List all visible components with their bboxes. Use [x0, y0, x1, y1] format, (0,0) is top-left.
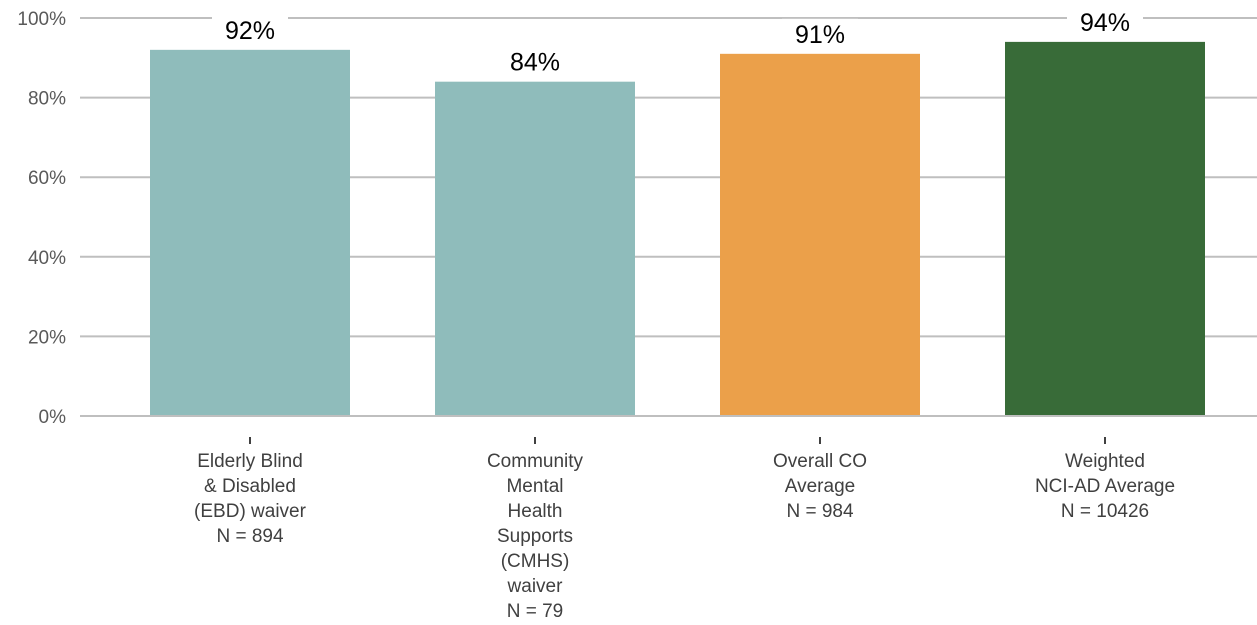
y-tick-label: 40%	[28, 248, 66, 269]
category-label-line: N = 79	[507, 601, 564, 622]
bar	[435, 81, 635, 417]
data-label-background	[1067, 6, 1143, 37]
category-label-line: & Disabled	[204, 476, 296, 497]
category-label-line: Mental	[506, 476, 563, 497]
category-label-line: waiver	[507, 576, 564, 597]
data-label: 84%	[510, 49, 560, 77]
y-tick-label: 80%	[28, 89, 66, 110]
y-axis-tick-labels: 0% 20% 40% 60% 80% 100%	[17, 9, 66, 428]
y-tick-label: 60%	[28, 168, 66, 189]
category-label: Elderly Blind & Disabled (EBD) waiver N = 8…	[194, 451, 307, 547]
category-label-line: Elderly Blind	[197, 451, 303, 472]
category-label-line: Average	[785, 476, 855, 497]
y-tick-label: 100%	[17, 9, 66, 30]
category-label-line: Weighted	[1065, 451, 1145, 472]
category-label-line: Health	[508, 501, 563, 522]
data-label: 92%	[225, 17, 275, 45]
y-tick-label: 20%	[28, 327, 66, 348]
category-label: Weighted NCI-AD Average N = 10426	[1035, 451, 1175, 522]
bars	[150, 41, 1205, 417]
category-label-line: Overall CO	[773, 451, 867, 472]
data-label-background	[782, 18, 858, 49]
y-tick-label: 0%	[39, 407, 67, 428]
category-label-line: N = 10426	[1061, 501, 1149, 522]
category-label: Overall CO Average N = 984	[773, 451, 867, 522]
data-label-background	[497, 46, 573, 77]
category-label-line: N = 984	[786, 501, 854, 522]
category-label-line: Community	[487, 451, 584, 472]
category-label-line: Supports	[497, 526, 573, 547]
category-label-line: NCI-AD Average	[1035, 476, 1175, 497]
bar	[1005, 41, 1205, 416]
data-label: 94%	[1080, 9, 1130, 37]
category-label: Community Mental Health Supports (CMHS) waive…	[487, 451, 584, 622]
category-label-line: (EBD) waiver	[194, 501, 307, 522]
data-label: 91%	[795, 21, 845, 49]
category-label-line: N = 894	[216, 526, 284, 547]
bar	[150, 49, 350, 417]
data-labels: 92% 84% 91% 94%	[212, 6, 1143, 77]
data-label-background	[212, 14, 288, 45]
x-axis	[80, 415, 1257, 444]
x-axis-category-labels: Elderly Blind & Disabled (EBD) waiver N = 8…	[194, 451, 1175, 622]
bar	[720, 53, 920, 416]
category-label-line: (CMHS)	[501, 551, 570, 572]
